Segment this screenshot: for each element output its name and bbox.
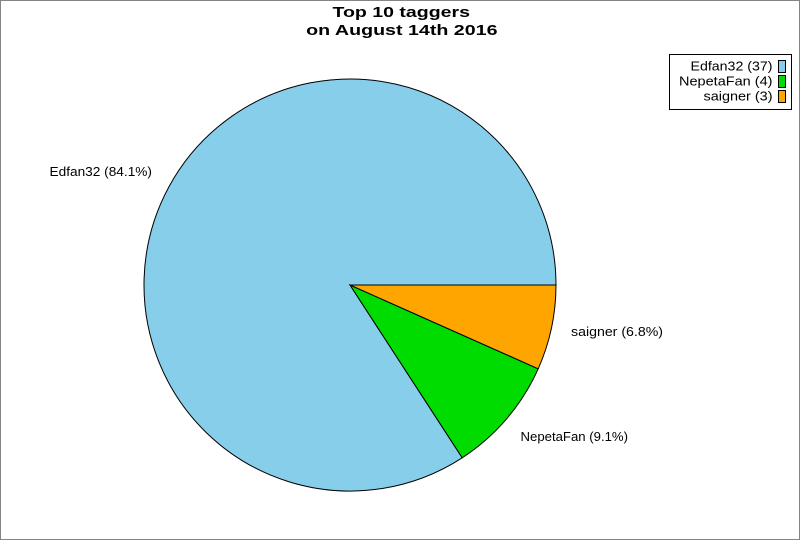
svg-text:saigner (6.8%): saigner (6.8%)	[571, 324, 663, 339]
svg-text:NepetaFan (4): NepetaFan (4)	[679, 74, 773, 89]
svg-text:NepetaFan (9.1%): NepetaFan (9.1%)	[521, 429, 629, 444]
svg-text:saigner (3): saigner (3)	[704, 88, 773, 103]
svg-text:Top 10 taggers: Top 10 taggers	[333, 4, 471, 21]
svg-text:on August 14th 2016: on August 14th 2016	[306, 22, 497, 39]
svg-text:Edfan32 (37): Edfan32 (37)	[691, 59, 773, 74]
svg-text:Edfan32 (84.1%): Edfan32 (84.1%)	[50, 164, 153, 179]
